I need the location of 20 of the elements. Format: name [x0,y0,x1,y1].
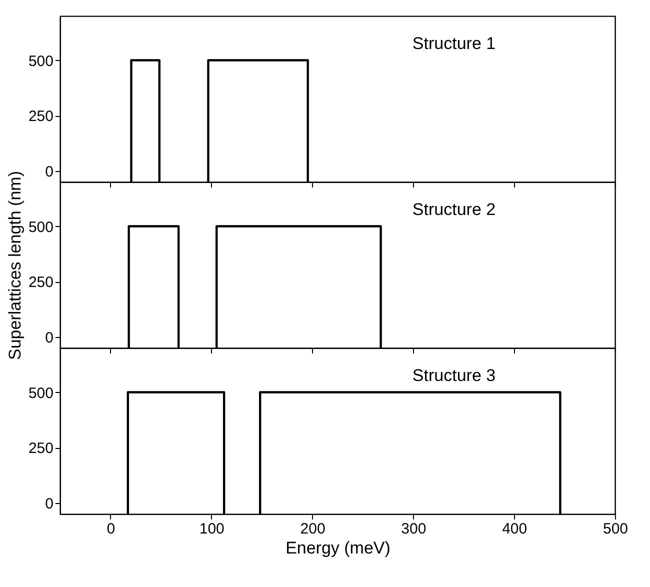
y-tick-label: 500 [28,52,54,70]
y-axis-title: Superlattices length (nm) [5,171,24,360]
x-axis-title: Energy (meV) [286,538,390,558]
x-tick-label: 400 [502,520,528,538]
x-tick-label: 300 [401,520,426,538]
y-tick-label: 250 [28,440,54,458]
y-tick-label: 0 [45,495,54,512]
y-tick-label: 500 [28,218,54,236]
annotation: Structure 3 [412,366,496,386]
annotation: Structure 2 [412,200,496,220]
x-tick-label: 0 [106,520,116,538]
y-tick-label: 250 [28,108,54,126]
y-tick-label: 250 [28,274,54,292]
y-tick-label: 500 [28,384,54,402]
y-tick-label: 0 [45,329,54,346]
x-tick-label: 500 [602,520,628,538]
y-tick-label: 0 [45,163,54,180]
x-tick-label: 200 [300,520,326,538]
annotation: Structure 1 [412,34,496,54]
x-tick-label: 100 [199,520,224,538]
